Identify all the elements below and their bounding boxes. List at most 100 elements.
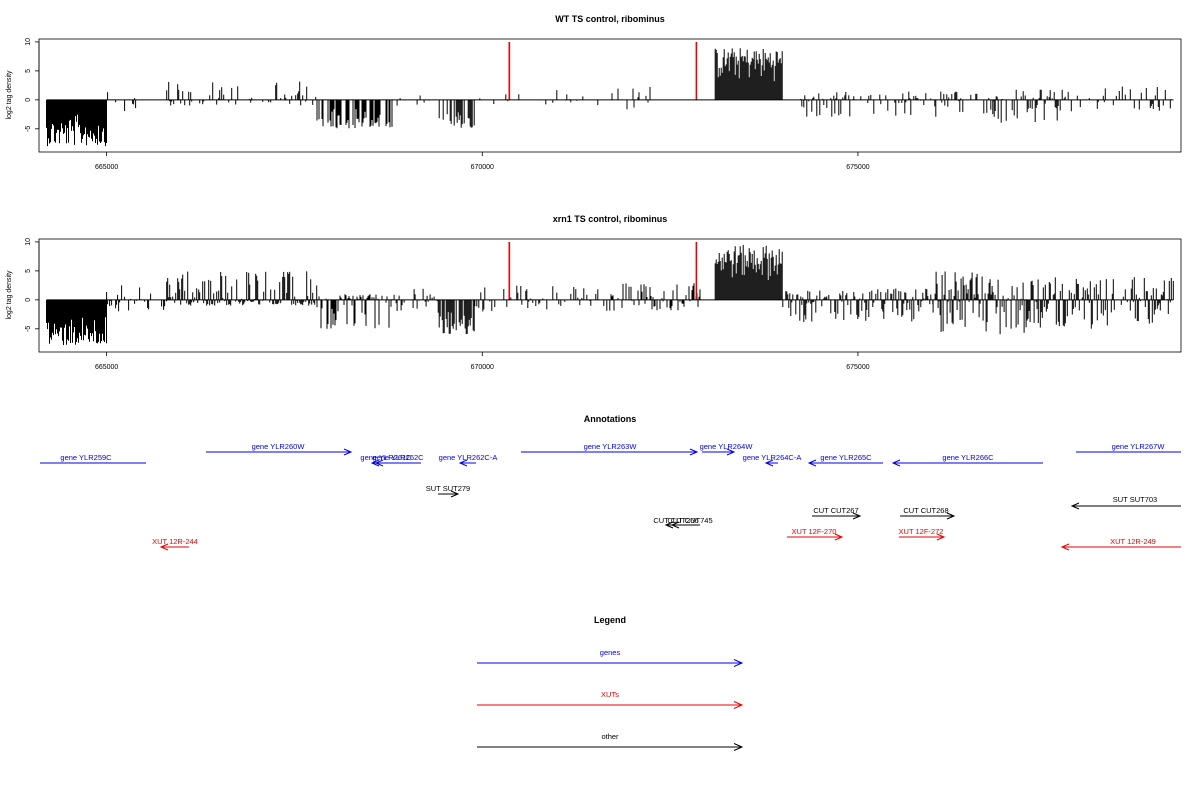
annotation-label: gene YLR265C	[820, 453, 872, 462]
annotation-feature: SUT SUT703	[1070, 495, 1181, 510]
annotation-label: XUT 12F-270	[792, 527, 837, 536]
annotation-feature: XUT 12R-249	[1060, 537, 1181, 551]
xrn1-x-tick-label: 670000	[471, 364, 494, 371]
xrn1-y-tick-label: 5	[25, 269, 32, 273]
annotation-arrowhead	[1060, 543, 1070, 551]
wt-x-tick-label: 675000	[846, 164, 869, 171]
annotation-label: SUT SUT703	[1113, 495, 1157, 504]
legend-item-genes: genes	[477, 648, 744, 667]
annotation-feature: gene YLR264C-A	[743, 453, 802, 467]
legend-arrowhead-genes	[733, 659, 744, 667]
annotation-arrowhead	[450, 490, 460, 498]
annotations-panel: Annotations gene YLR259C gene YLR260W gene…	[40, 414, 1181, 551]
legend-label-genes: genes	[600, 648, 621, 657]
annotation-feature: SUT SUT279	[426, 484, 470, 498]
annotation-feature: CUT CUT268	[900, 506, 956, 520]
annotation-label: gene YLR264C-A	[743, 453, 802, 462]
annotation-label: gene YLR262C-A	[439, 453, 498, 462]
annotations-title: Annotations	[584, 414, 637, 424]
annotation-arrowhead	[664, 521, 674, 529]
annotation-label: gene YLR259C	[60, 453, 112, 462]
wt-y-tick-label: -5	[25, 126, 32, 132]
wt-y-axis-label: log2 tag density	[6, 70, 13, 120]
annotation-feature: gene YLR262C	[372, 453, 424, 467]
annotation-label: gene YLR267W	[1112, 442, 1166, 451]
xrn1-y-tick-label: 10	[25, 238, 32, 246]
wt-y-tick-label: 10	[25, 38, 32, 46]
annotation-feature: CUT CUT745	[667, 516, 713, 529]
annotation-feature: XUT 12R-244	[152, 537, 198, 551]
xrn1-y-tick-label: 0	[25, 298, 32, 302]
annotation-feature: gene YLR260W	[206, 442, 353, 456]
wt-x-tick-label: 670000	[471, 164, 494, 171]
annotation-feature: gene YLR259C	[40, 453, 146, 464]
annotation-arrowhead	[343, 448, 353, 456]
annotation-arrowhead	[946, 512, 956, 520]
wt-y-tick-label: 0	[25, 98, 32, 102]
legend-panel: Legend genes XUTs other	[477, 615, 744, 751]
annotation-label: gene YLR262C	[372, 453, 424, 462]
xrn1-y-axis-label: log2 tag density	[6, 270, 13, 320]
annotation-arrowhead	[852, 512, 862, 520]
annotation-feature: CUT CUT267	[812, 506, 862, 520]
xrn1-track-title: xrn1 TS control, ribominus	[553, 214, 668, 224]
legend-label-other: other	[601, 732, 619, 741]
xrn1-x-tick-label: 665000	[95, 364, 118, 371]
annotation-arrowhead	[936, 533, 946, 541]
xrn1-x-axis: 665000 670000 675000	[95, 352, 870, 371]
annotation-arrowhead	[670, 521, 680, 529]
legend-label-xuts: XUTs	[601, 690, 619, 699]
xrn1-y-axis: -5 0 5 10	[25, 238, 40, 332]
annotation-label: CUT CUT267	[813, 506, 858, 515]
wt-y-tick-label: 5	[25, 69, 32, 73]
wt-track-title: WT TS control, ribominus	[555, 14, 665, 24]
annotation-feature: XUT 12F-270	[787, 527, 844, 541]
annotation-arrowhead	[764, 459, 774, 467]
xrn1-signal-bars	[46, 244, 1174, 345]
wt-markers	[508, 42, 698, 100]
annotation-arrowhead	[1070, 502, 1080, 510]
annotation-label: SUT SUT279	[426, 484, 470, 493]
annotation-feature: gene YLR265C	[807, 453, 883, 467]
legend-arrowhead-xuts	[733, 701, 744, 709]
wt-y-axis: -5 0 5 10	[25, 38, 40, 132]
annotation-feature: gene YLR264W	[700, 442, 754, 456]
annotation-arrowhead	[834, 533, 844, 541]
wt-x-axis: 665000 670000 675000	[95, 152, 870, 171]
xrn1-y-tick-label: -5	[25, 326, 32, 332]
annotation-label: XUT 12R-244	[152, 537, 198, 546]
annotation-feature: gene YLR266C	[891, 453, 1043, 467]
annotation-arrowhead	[374, 459, 384, 467]
annotation-label: XUT 12R-249	[1110, 537, 1156, 546]
legend-arrowhead-other	[733, 743, 744, 751]
wt-signal-bars	[46, 48, 1172, 147]
wt-x-tick-label: 665000	[95, 164, 118, 171]
xrn1-x-tick-label: 675000	[846, 364, 869, 371]
legend-item-xuts: XUTs	[477, 690, 744, 709]
annotation-label: gene YLR266C	[942, 453, 994, 462]
legend-item-other: other	[477, 732, 744, 751]
annotation-label: CUT CUT268	[903, 506, 948, 515]
annotation-arrowhead	[807, 459, 817, 467]
annotation-label: XUT 12F-272	[899, 527, 944, 536]
annotation-arrowhead	[370, 459, 380, 467]
annotation-label: gene YLR264W	[700, 442, 754, 451]
annotation-arrowhead	[458, 459, 468, 467]
xrn1-track-panel: xrn1 TS control, ribominus log2 tag dens…	[6, 214, 1182, 371]
annotation-label: CUT CUT266	[653, 516, 698, 525]
annotation-arrowhead	[159, 543, 169, 551]
annotation-arrowhead	[891, 459, 901, 467]
annotation-label: gene YLR263W	[584, 442, 638, 451]
annotation-feature: gene YLR263W	[521, 442, 699, 456]
annotation-arrowhead	[689, 448, 699, 456]
annotation-arrowhead	[726, 448, 736, 456]
annotation-label: gene YLR260W	[252, 442, 306, 451]
annotation-label: gene YLR261C	[360, 453, 412, 462]
annotation-label: CUT CUT745	[667, 516, 712, 525]
annotation-feature: gene YLR267W	[1076, 442, 1181, 453]
wt-track-panel: WT TS control, ribominus log2 tag densit…	[6, 14, 1182, 171]
wt-plot-frame	[38, 38, 1182, 153]
annotation-feature: XUT 12F-272	[899, 527, 946, 541]
